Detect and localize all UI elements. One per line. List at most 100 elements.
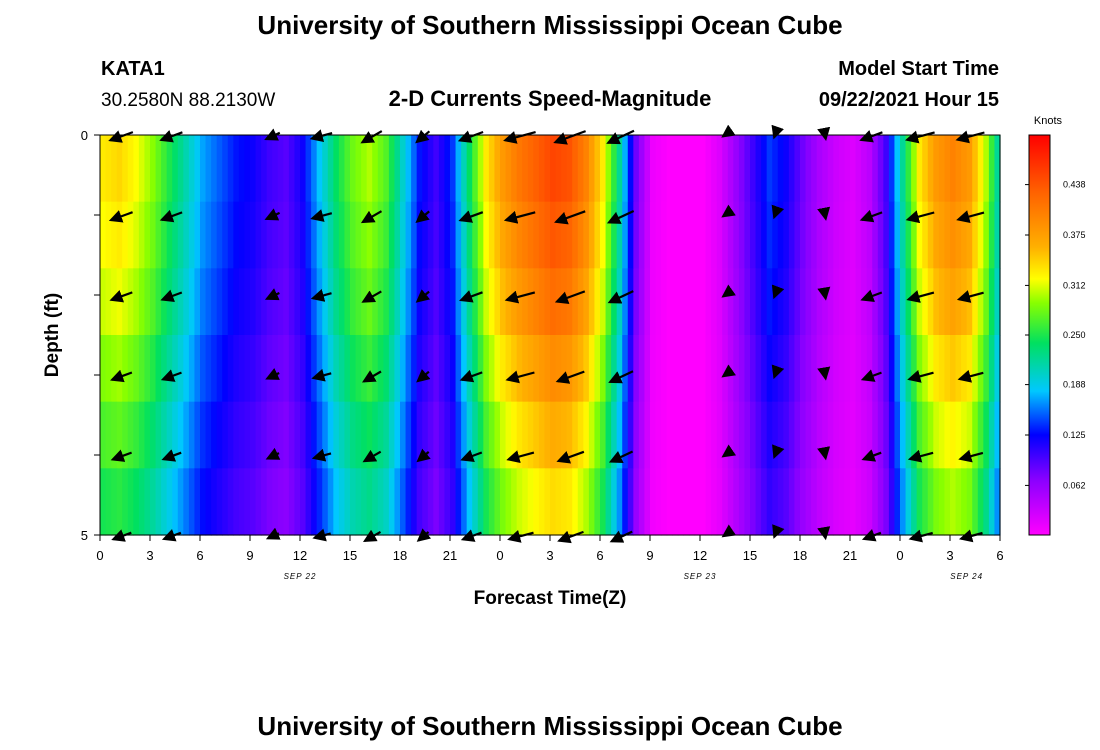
heatmap-cell	[127, 401, 134, 469]
heatmap-cell	[527, 201, 534, 269]
heatmap-cell	[611, 135, 618, 203]
heatmap-cell	[300, 401, 307, 469]
heatmap-cell	[422, 135, 429, 203]
current-vector	[556, 450, 585, 464]
heatmap-cell	[405, 201, 412, 269]
heatmap-cell	[288, 401, 296, 469]
heatmap-cell	[244, 468, 251, 536]
heatmap-cell	[927, 335, 934, 403]
heatmap-cell	[872, 335, 879, 403]
heatmap-cell	[983, 335, 990, 403]
heatmap-cell	[900, 201, 907, 269]
heatmap-cell	[894, 201, 901, 269]
heatmap-cell	[355, 201, 362, 269]
heatmap-cell	[438, 335, 446, 403]
heatmap-cell	[427, 268, 434, 336]
heatmap-cell	[577, 401, 584, 469]
heatmap-cell	[722, 401, 729, 469]
heatmap-cell	[511, 401, 518, 469]
heatmap-cell	[794, 268, 801, 336]
heatmap-cell	[888, 468, 896, 536]
heatmap-cell	[444, 135, 451, 203]
heatmap-cell	[850, 135, 857, 203]
heatmap-cell	[455, 135, 462, 203]
current-vector	[958, 449, 984, 463]
heatmap-cell	[300, 268, 307, 336]
heatmap-cell	[994, 401, 1001, 469]
heatmap-cell	[516, 268, 523, 336]
heatmap-cell	[377, 335, 384, 403]
heatmap-cell	[227, 201, 234, 269]
heatmap-cell	[555, 468, 562, 536]
heatmap-cell	[200, 401, 207, 469]
heatmap-cell	[233, 335, 240, 403]
heatmap-cell	[338, 268, 346, 336]
heatmap-cell	[633, 335, 640, 403]
heatmap-cell	[455, 201, 462, 269]
heatmap-cell	[638, 135, 646, 203]
heatmap-cell	[227, 268, 234, 336]
heatmap-cell	[433, 401, 440, 469]
heatmap-cell	[111, 401, 118, 469]
heatmap-cell	[766, 401, 773, 469]
heatmap-cell	[111, 468, 118, 536]
heatmap-cell	[466, 135, 473, 203]
heatmap-cell	[677, 401, 684, 469]
heatmap-cell	[211, 135, 218, 203]
heatmap-cell	[416, 201, 423, 269]
heatmap-cell	[455, 401, 462, 469]
heatmap-cell	[194, 468, 201, 536]
current-vector	[265, 447, 281, 460]
heatmap-cell	[272, 335, 279, 403]
current-vector	[860, 369, 882, 382]
heatmap-cell	[966, 268, 973, 336]
heatmap-cell	[688, 335, 696, 403]
heatmap-cell	[227, 468, 234, 536]
current-vector	[111, 529, 132, 542]
heatmap-cell	[855, 468, 862, 536]
heatmap-cell	[933, 468, 940, 536]
heatmap-cell	[505, 268, 512, 336]
heatmap-cell	[627, 268, 634, 336]
heatmap-cell	[433, 335, 440, 403]
heatmap-cell	[255, 201, 262, 269]
heatmap-cell	[805, 201, 812, 269]
heatmap-cell	[905, 468, 912, 536]
heatmap-cell	[905, 335, 912, 403]
heatmap-cell	[844, 268, 851, 336]
heatmap-cell	[222, 401, 229, 469]
heatmap-cell	[488, 401, 496, 469]
x-tick-label: 3	[146, 548, 153, 563]
heatmap-cell	[716, 401, 723, 469]
heatmap-cell	[694, 268, 701, 336]
heatmap-cell	[677, 335, 684, 403]
heatmap-cell	[994, 201, 1001, 269]
heatmap-cell	[600, 268, 607, 336]
heatmap-cell	[911, 401, 918, 469]
heatmap-cell	[733, 335, 740, 403]
heatmap-cell	[683, 468, 690, 536]
heatmap-cell	[427, 201, 434, 269]
heatmap-cell	[300, 335, 307, 403]
heatmap-cell	[833, 135, 840, 203]
heatmap-cell	[366, 201, 373, 269]
heatmap-cell	[744, 468, 751, 536]
current-vector	[161, 449, 182, 462]
heatmap-cell	[338, 335, 346, 403]
current-vector	[360, 130, 383, 144]
heatmap-cell	[727, 401, 734, 469]
heatmap-cell	[183, 268, 190, 336]
heatmap-cell	[394, 401, 401, 469]
heatmap-cell	[250, 401, 257, 469]
heatmap-cell	[361, 135, 368, 203]
current-vector	[361, 370, 382, 383]
heatmap-cell	[466, 468, 473, 536]
heatmap-cell	[961, 468, 968, 536]
heatmap-cell	[538, 268, 546, 336]
heatmap-cell	[161, 268, 168, 336]
current-vector	[264, 128, 281, 141]
heatmap-cell	[205, 335, 212, 403]
heatmap-cell	[150, 401, 157, 469]
heatmap-cell	[416, 335, 423, 403]
heatmap-cell	[133, 401, 140, 469]
